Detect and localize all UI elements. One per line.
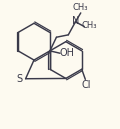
Text: CH₃: CH₃	[72, 3, 88, 12]
Text: Cl: Cl	[81, 80, 91, 90]
Text: N: N	[72, 16, 79, 26]
Text: OH: OH	[59, 48, 74, 58]
Text: CH₃: CH₃	[81, 21, 97, 30]
Text: S: S	[16, 74, 22, 84]
